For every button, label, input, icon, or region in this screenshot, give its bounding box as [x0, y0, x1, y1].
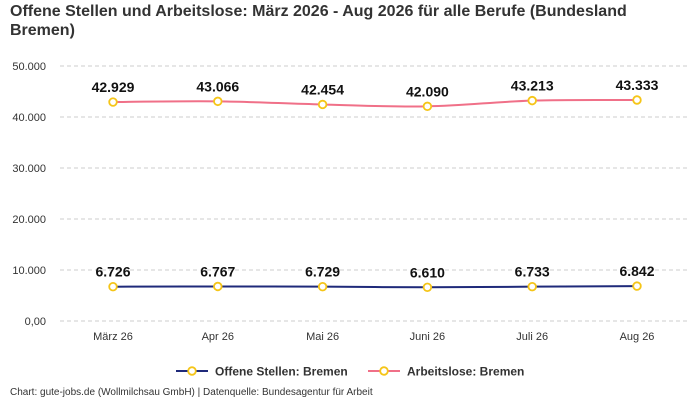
data-label: 42.929	[92, 79, 135, 95]
x-tick-label: Mai 26	[306, 331, 339, 343]
data-point[interactable]	[527, 95, 537, 106]
data-point[interactable]	[422, 101, 433, 112]
x-tick-label: Juli 26	[516, 331, 548, 343]
data-point[interactable]	[632, 95, 642, 105]
y-tick-label: 40.000	[12, 112, 46, 124]
data-label: 43.333	[616, 77, 659, 93]
legend-label: Arbeitslose: Bremen	[407, 365, 524, 379]
y-tick-label: 10.000	[12, 265, 46, 277]
data-point[interactable]	[317, 281, 328, 292]
data-label: 6.726	[95, 264, 130, 280]
data-point[interactable]	[422, 282, 433, 292]
data-label: 43.066	[196, 78, 239, 94]
source-note: Chart: gute-jobs.de (Wollmilchsau GmbH) …	[10, 387, 373, 398]
grid-lines	[60, 65, 690, 322]
y-tick-label: 50.000	[12, 61, 46, 73]
series-line-2	[112, 98, 638, 108]
data-label: 42.454	[301, 81, 344, 97]
data-point[interactable]	[632, 281, 642, 291]
series-line-1	[112, 285, 638, 289]
data-points	[108, 95, 642, 292]
x-tick-label: Apr 26	[202, 331, 234, 343]
chart-title: Offene Stellen und Arbeitslose: März 202…	[10, 3, 627, 39]
legend-marker	[187, 366, 197, 376]
x-tick-label: Juni 26	[410, 331, 445, 343]
data-point[interactable]	[527, 281, 537, 292]
x-tick-label: März 26	[93, 331, 133, 343]
data-label: 43.213	[511, 78, 554, 94]
data-point[interactable]	[213, 96, 223, 107]
legend[interactable]: Offene Stellen: Bremen Arbeitslose: Breme…	[176, 365, 524, 379]
y-axis-ticks: 0,00 10.000 20.000 30.000 40.000 50.000	[12, 61, 46, 328]
legend-item-1[interactable]: Offene Stellen: Bremen	[176, 365, 348, 379]
y-tick-label: 20.000	[12, 214, 46, 226]
legend-marker	[379, 366, 389, 376]
data-label: 6.733	[515, 264, 550, 280]
x-axis-ticks: März 26 Apr 26 Mai 26 Juni 26 Juli 26 Aug 26	[93, 331, 654, 343]
legend-item-2[interactable]: Arbeitslose: Bremen	[368, 365, 524, 379]
data-label: 6.842	[619, 263, 654, 279]
y-tick-label: 30.000	[12, 163, 46, 175]
data-point[interactable]	[108, 281, 118, 292]
legend-label: Offene Stellen: Bremen	[215, 365, 348, 379]
y-tick-label: 0,00	[25, 316, 46, 328]
data-point[interactable]	[213, 281, 223, 292]
series-lines	[112, 98, 638, 289]
data-label: 6.767	[200, 263, 235, 279]
data-labels: 6.726 6.767 6.729 6.610 6.733 6.842 42.929 43.0…	[92, 77, 659, 280]
data-label: 42.090	[406, 83, 449, 99]
data-label: 6.610	[410, 264, 445, 280]
data-label: 6.729	[305, 264, 340, 280]
x-tick-label: Aug 26	[620, 331, 655, 343]
data-point[interactable]	[108, 97, 118, 107]
data-point[interactable]	[317, 99, 328, 110]
